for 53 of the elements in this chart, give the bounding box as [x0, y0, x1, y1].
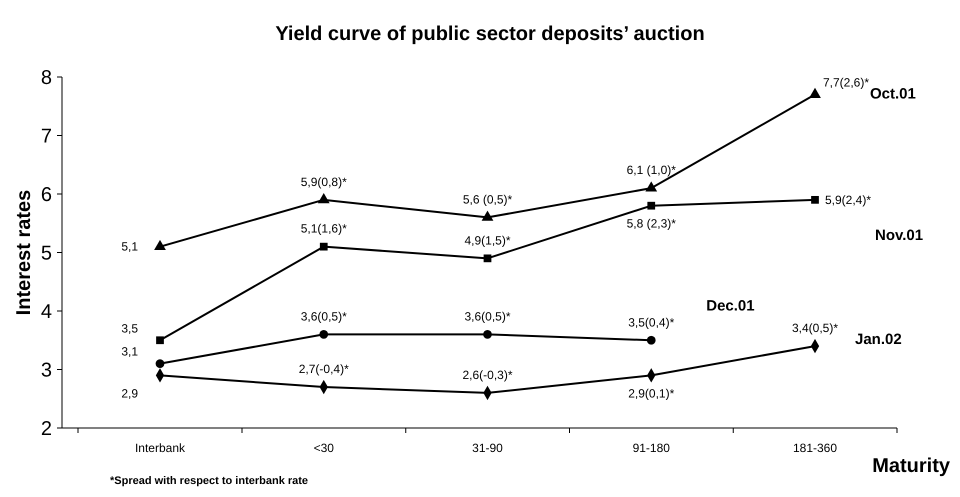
y-tick-label: 4	[40, 301, 52, 323]
y-tick-label: 2	[40, 418, 52, 440]
point	[484, 254, 492, 262]
data-label: 3,5(0,4)*	[628, 315, 675, 330]
text: Dec.01	[706, 297, 755, 314]
y-axis-title: Interest rates	[13, 190, 35, 316]
chart-title: Yield curve of public sector deposits’ auction	[275, 23, 705, 45]
y-tick-label: 7	[40, 126, 52, 148]
y-tick-label: 5	[40, 242, 52, 264]
point	[156, 359, 164, 368]
data-label: 5,9(0,8)*	[300, 174, 348, 189]
text: Oct.01	[870, 86, 916, 103]
data-label: 3,1	[121, 344, 138, 359]
data-label: 7,7(2,6)*	[823, 76, 870, 90]
x-tick-label: <30	[314, 441, 334, 455]
data-label: 5,1(1,6)*	[300, 222, 348, 236]
data-label: 3,6(0,5)*	[300, 309, 348, 324]
x-tick-label: 91-180	[632, 441, 670, 455]
data-label: 3,4(0,5)*	[792, 321, 838, 336]
y-tick-label: 8	[40, 67, 52, 89]
data-label: 5,6 (0,5)*	[462, 192, 513, 206]
text: Jan.02	[855, 331, 902, 348]
x-tick-label: 181-360	[792, 441, 838, 455]
x-tick-label: Interbank	[134, 441, 186, 455]
point	[320, 242, 328, 251]
point	[154, 240, 166, 250]
point	[809, 88, 821, 98]
point	[647, 202, 656, 210]
x-axis-title: Maturity	[872, 455, 951, 477]
point	[156, 336, 164, 344]
data-label: 6,1 (1,0)*	[626, 163, 676, 178]
data-label: 2,6(-0,3)*	[462, 368, 513, 382]
point	[319, 330, 328, 339]
point	[646, 336, 656, 345]
data-label: 5,9(2,4)*	[825, 192, 872, 207]
y-tick-label: 6	[40, 184, 52, 206]
text: Nov.01	[875, 226, 924, 244]
y-tick-label: 3	[40, 360, 52, 382]
data-label: 2,9(0,1)*	[628, 386, 675, 400]
data-label: 5,1	[121, 240, 138, 254]
point	[318, 193, 330, 204]
text: *Spread with respect to interbank rate	[110, 475, 308, 487]
data-label: 4,9(1,5)*	[464, 233, 511, 248]
data-label: 2,9	[121, 386, 138, 400]
point	[645, 181, 658, 192]
point	[811, 196, 819, 204]
data-label: 3,6(0,5)*	[464, 309, 511, 324]
data-label: 2,7(-0,4)*	[298, 362, 350, 376]
x-tick-label: 31-90	[472, 441, 504, 455]
point	[482, 210, 494, 221]
point	[483, 330, 492, 339]
data-label: 5,8 (2,3)*	[626, 216, 676, 231]
data-label: 3,5	[121, 321, 138, 336]
